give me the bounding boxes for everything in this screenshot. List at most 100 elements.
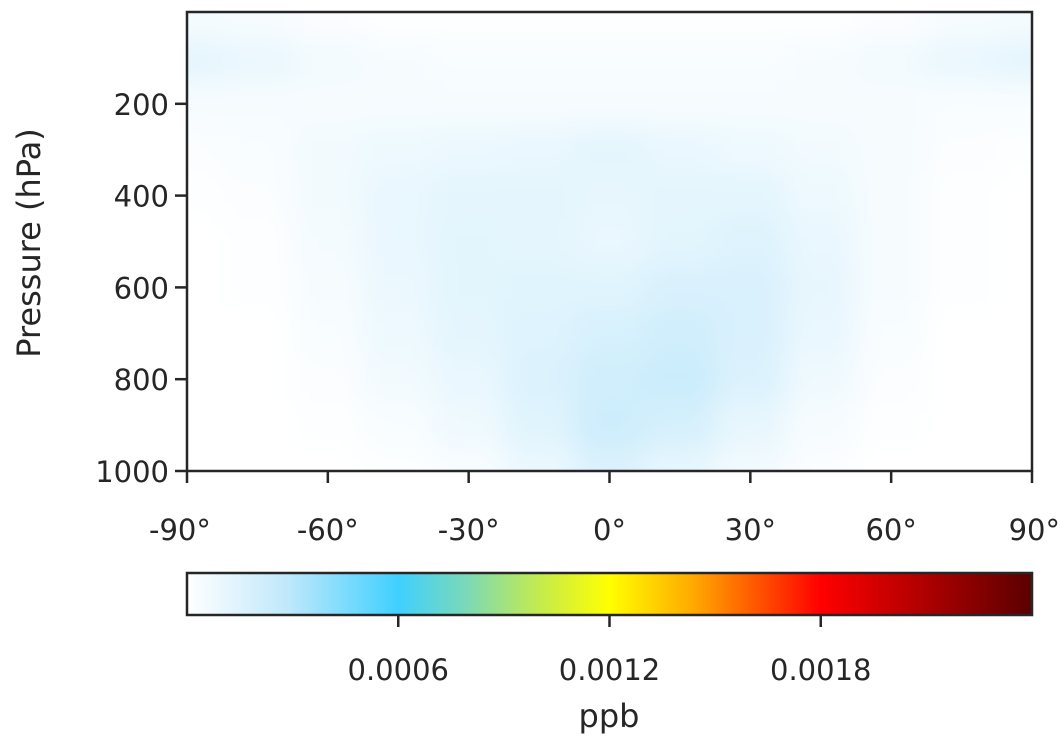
heatmap-cell (644, 310, 716, 357)
heatmap-cell (715, 80, 787, 128)
heatmap-cell (292, 80, 364, 128)
x-tick-label: 30° (725, 513, 776, 547)
heatmap-cell (644, 126, 716, 174)
heatmap-cell (503, 218, 575, 265)
heatmap-cell (996, 40, 1032, 82)
heatmap-cell (644, 448, 716, 471)
heatmap-cell (926, 310, 998, 357)
heatmap-cell (785, 218, 857, 265)
heatmap-cell (363, 40, 434, 82)
heatmap-cell (574, 40, 646, 82)
heatmap-cell (855, 218, 927, 265)
heatmap-cell (433, 126, 505, 174)
heatmap-cell (574, 12, 646, 42)
heatmap-cell (503, 356, 575, 403)
heatmap-cell (855, 80, 927, 128)
heatmap-cell (926, 40, 998, 82)
heatmap-cell (222, 80, 294, 128)
heatmap-cell (785, 40, 857, 82)
heatmap-cell (574, 402, 646, 449)
colorbar: 0.0006 0.0012 0.0018 ppb (185, 571, 1034, 735)
heatmap-cell (363, 172, 434, 220)
heatmap-cell (785, 80, 857, 128)
heatmap-cell (363, 356, 434, 403)
heatmap-cell (715, 218, 787, 265)
heatmap-cell (574, 356, 646, 403)
heatmap-cell (574, 448, 646, 471)
heatmap-cell (292, 448, 364, 471)
colorbar-tick-label: 0.0006 (348, 653, 449, 687)
heatmap-cell (363, 12, 434, 42)
colorbar-label: ppb (579, 697, 640, 735)
heatmap-cell (926, 402, 998, 449)
heatmap-cell (855, 356, 927, 403)
heatmap-cell (644, 12, 716, 42)
heatmap-cell (785, 126, 857, 174)
heatmap-cell (503, 448, 575, 471)
heatmap-cell (926, 218, 998, 265)
y-tick-label: 200 (114, 88, 169, 122)
heatmap-cell (187, 356, 223, 403)
heatmap-cell (187, 80, 223, 128)
heatmap-cell (222, 448, 294, 471)
heatmap-cell (187, 402, 223, 449)
heatmap-cell (715, 310, 787, 357)
heatmap-cell (503, 40, 575, 82)
heatmap-cell (433, 310, 505, 357)
heatmap-cell (574, 310, 646, 357)
heatmap-cell (363, 264, 434, 311)
heatmap-cell (503, 264, 575, 311)
heatmap-cell (926, 126, 998, 174)
heatmap-cell (715, 172, 787, 220)
y-tick-label: 1000 (95, 455, 169, 489)
heatmap-cell (715, 264, 787, 311)
y-axis-label: Pressure (hPa) (10, 128, 48, 358)
heatmap-cell (222, 402, 294, 449)
heatmap-cell (785, 172, 857, 220)
heatmap-cell (363, 126, 434, 174)
x-axis: -90° -60° -30° 0° 30° 60° 90° (149, 471, 1060, 547)
heatmap-cell (996, 310, 1032, 357)
heatmap-cell (503, 126, 575, 174)
heatmap-cell (503, 80, 575, 128)
heatmap-cell (715, 356, 787, 403)
heatmap-cell (292, 40, 364, 82)
heatmap-cell (996, 126, 1032, 174)
heatmap-cell (785, 448, 857, 471)
heatmap-cell (363, 448, 434, 471)
heatmap-cell (996, 80, 1032, 128)
heatmap-cell (222, 218, 294, 265)
heatmap-cell (363, 402, 434, 449)
heatmap-cell (855, 402, 927, 449)
heatmap-cell (574, 80, 646, 128)
heatmap-cell (715, 12, 787, 42)
y-axis: 200 400 600 800 1000 (95, 88, 187, 489)
heatmap-cell (433, 264, 505, 311)
heatmap-cell (996, 218, 1032, 265)
heatmap-cell (292, 402, 364, 449)
heatmap-cell (292, 310, 364, 357)
heatmap-cell (187, 126, 223, 174)
heatmap-cell (996, 264, 1032, 311)
heatmap-cell (187, 12, 223, 42)
heatmap-cell (222, 264, 294, 311)
heatmap-cell (292, 12, 364, 42)
heatmap-cell (292, 126, 364, 174)
heatmap-cell (222, 126, 294, 174)
heatmap-cell (926, 264, 998, 311)
heatmap-cell (855, 126, 927, 174)
colorbar-ticks: 0.0006 0.0012 0.0018 (348, 615, 871, 687)
heatmap-cells (187, 12, 1032, 471)
heatmap-cell (433, 80, 505, 128)
colorbar-gradient (187, 573, 1032, 615)
heatmap-cell (715, 126, 787, 174)
y-tick-label: 600 (114, 271, 169, 305)
heatmap-cell (433, 12, 505, 42)
heatmap-cell (222, 40, 294, 82)
heatmap-cell (855, 172, 927, 220)
heatmap-cell (926, 448, 998, 471)
heatmap-cell (574, 126, 646, 174)
heatmap-cell (644, 264, 716, 311)
heatmap-cell (433, 218, 505, 265)
